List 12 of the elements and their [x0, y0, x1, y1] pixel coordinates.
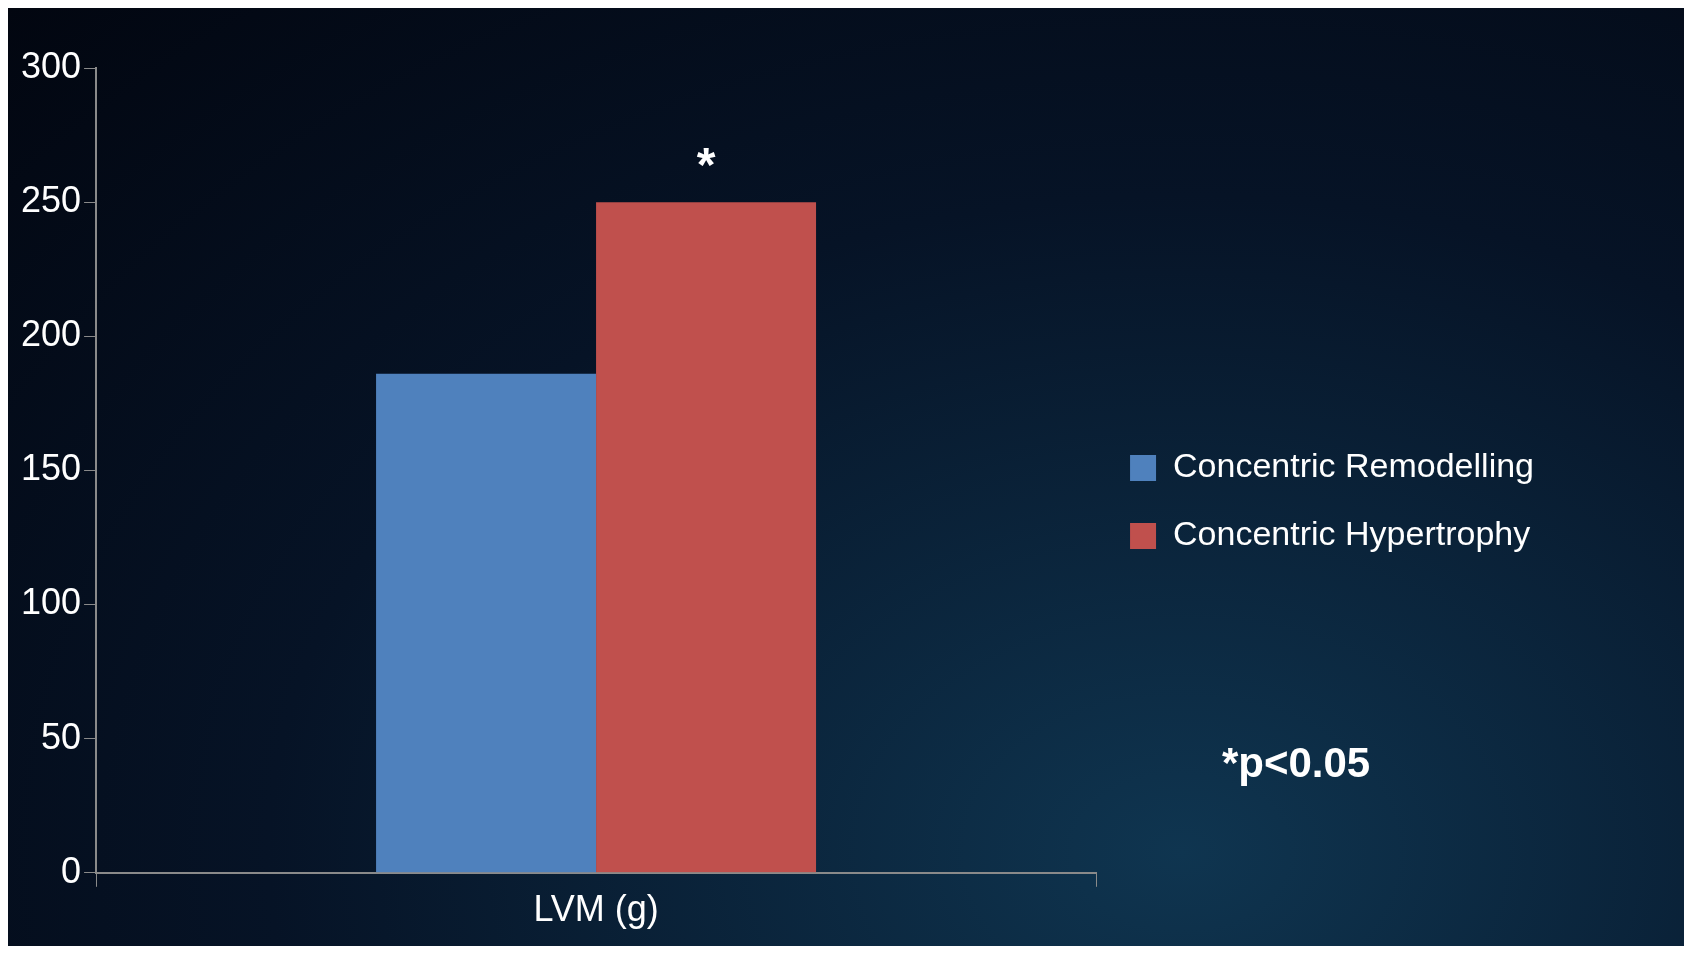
legend-label: Concentric Remodelling	[1173, 446, 1534, 485]
y-tick-label: 50	[41, 715, 82, 757]
y-tick-label: 200	[20, 313, 82, 355]
x-tick-label: LVM (g)	[533, 888, 659, 930]
legend-label: Concentric Hypertrophy	[1173, 514, 1531, 553]
annotation: *	[696, 138, 716, 192]
y-tick-label: 150	[20, 447, 82, 489]
text: *p<0.05	[1221, 739, 1371, 787]
y-tick-label: 0	[61, 849, 82, 891]
y-tick-label: 100	[20, 581, 82, 623]
y-tick-label: 300	[20, 44, 82, 86]
y-tick-label: 250	[20, 179, 82, 221]
